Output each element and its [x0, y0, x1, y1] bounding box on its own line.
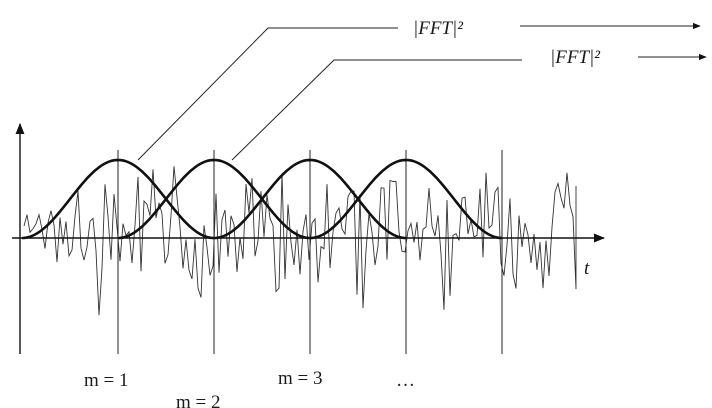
frame-boundaries	[19, 150, 503, 354]
fft-leader-1	[137, 27, 398, 161]
fft-label-second: |FFT|²	[550, 47, 600, 68]
fft-label-top: |FFT|²	[413, 18, 463, 39]
frame-label-m3: m = 3	[278, 368, 323, 389]
fft-leader-2	[231, 59, 522, 161]
window-curve-2	[117, 158, 311, 240]
time-axis-label: t	[584, 258, 590, 279]
window-curve-3	[213, 158, 407, 240]
window-curve-4	[309, 158, 503, 240]
frame-label-m1: m = 1	[84, 370, 129, 391]
window-curve-1	[21, 158, 215, 240]
frame-label-m2: m = 2	[176, 392, 221, 408]
fft-leaders	[137, 27, 522, 161]
frame-label-ellipsis: …	[396, 370, 415, 391]
window-functions	[21, 158, 503, 240]
noisy-signal	[23, 166, 577, 316]
